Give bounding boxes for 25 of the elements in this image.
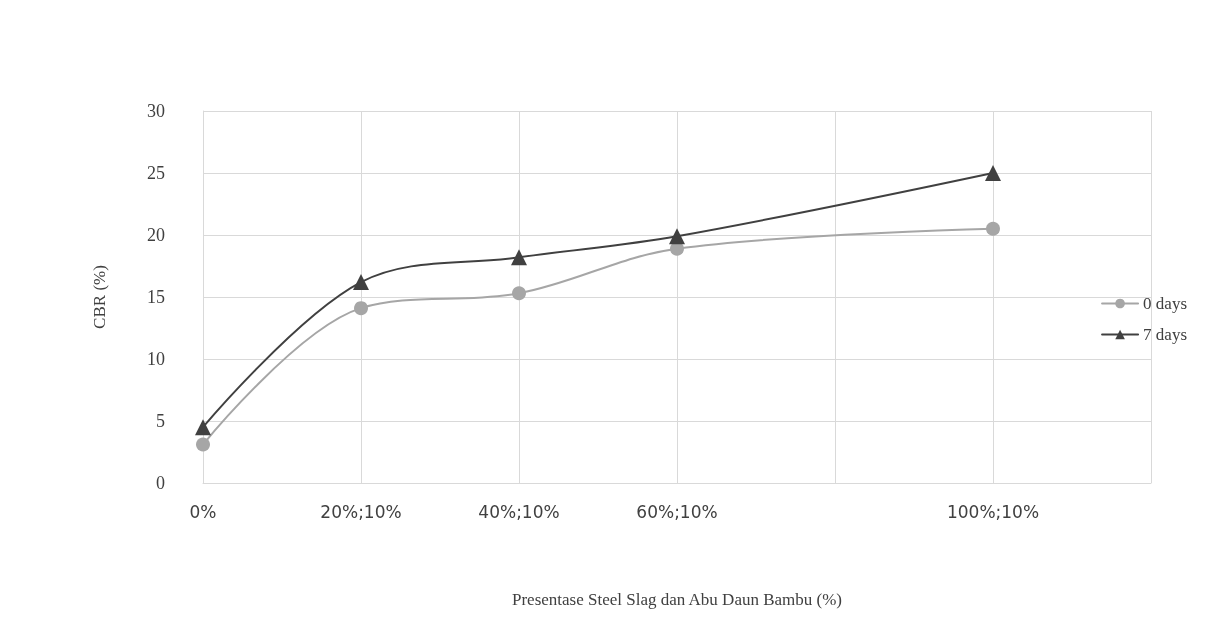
x-tick-label: 60%;10% — [636, 501, 718, 522]
x-tick-label: 40%;10% — [478, 501, 560, 522]
point — [669, 228, 685, 245]
point — [986, 221, 1000, 236]
point — [353, 274, 369, 291]
x-axis-title: Presentase Steel Slag dan Abu Daun Bambu (%) — [511, 590, 843, 609]
point — [512, 286, 526, 301]
y-tick-label: 20 — [147, 225, 165, 245]
x-tick-label: 20%;10% — [320, 501, 402, 522]
point — [511, 249, 527, 266]
y-tick-label: 0 — [156, 473, 165, 493]
y-tick-label: 15 — [147, 287, 165, 307]
x-tick-label: 100%;10% — [946, 501, 1040, 522]
y-tick-label: 10 — [147, 349, 165, 369]
y-tick-label: 30 — [147, 101, 165, 121]
x-tick-label: 0% — [189, 501, 217, 522]
legend-label: 0 days — [1143, 294, 1188, 313]
point — [985, 165, 1001, 181]
point — [354, 301, 368, 316]
y-axis-title: CBR (%) — [90, 265, 109, 329]
point — [195, 419, 211, 436]
point — [196, 437, 210, 452]
y-tick-label: 25 — [147, 163, 165, 183]
y-tick-label: 5 — [156, 411, 165, 431]
legend-label: 7 days — [1143, 325, 1188, 344]
